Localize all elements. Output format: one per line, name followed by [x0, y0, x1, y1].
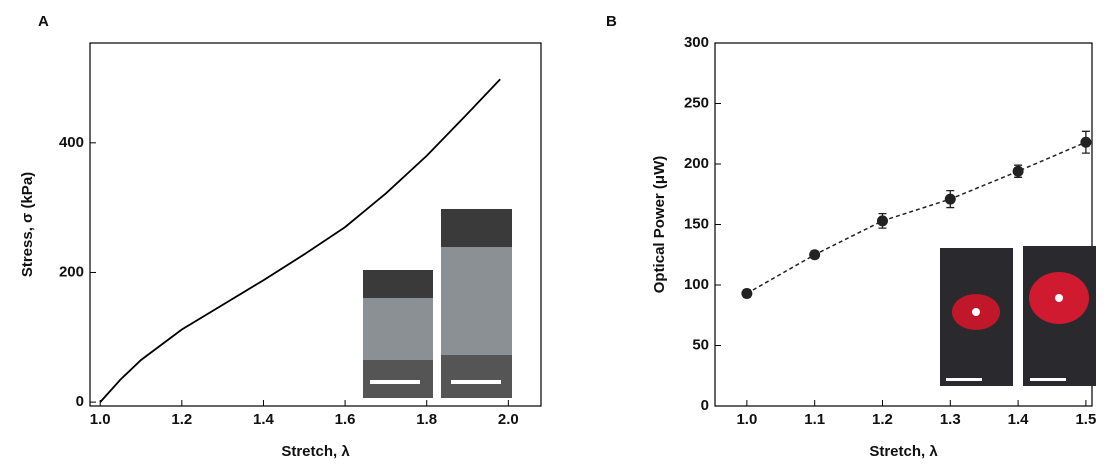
x-tick-label: 1.2 [171, 411, 192, 428]
x-tick-label: 1.0 [90, 411, 111, 428]
data-point [741, 287, 753, 299]
x-tick-label: 2.0 [498, 411, 519, 428]
y-axis-label: Optical Power (μW) [651, 156, 668, 294]
y-tick-label: 400 [59, 134, 84, 151]
y-tick-label: 200 [684, 155, 709, 172]
x-axis-label: Stretch, λ [869, 443, 938, 460]
y-tick-label: 200 [59, 263, 84, 280]
x-tick-label: 1.4 [1008, 411, 1030, 428]
plot-frame [89, 42, 542, 407]
y-tick-label: 150 [684, 215, 709, 232]
x-axis-label: Stretch, λ [281, 443, 350, 460]
data-point [809, 249, 821, 261]
data-point [944, 193, 956, 205]
y-tick-label: 250 [684, 94, 709, 111]
data-line [99, 78, 501, 403]
x-tick-label: 1.1 [804, 411, 825, 428]
y-tick-label: 0 [701, 397, 709, 414]
y-tick-label: 0 [76, 393, 84, 410]
y-tick-label: 100 [684, 276, 709, 293]
x-tick-label: 1.0 [736, 411, 757, 428]
x-tick-label: 1.2 [872, 411, 893, 428]
data-point [1012, 165, 1024, 177]
data-point [1080, 136, 1092, 148]
x-tick-label: 1.8 [416, 411, 437, 428]
x-tick-label: 1.3 [940, 411, 961, 428]
trend-line [746, 141, 1087, 295]
x-tick-label: 1.4 [253, 411, 275, 428]
x-tick-label: 1.5 [1075, 411, 1096, 428]
panel-label: A [38, 13, 49, 30]
data-point [876, 215, 888, 227]
inset-photos-a [363, 209, 512, 398]
y-tick-label: 300 [684, 34, 709, 51]
y-tick-label: 50 [692, 336, 709, 353]
inset-photos-b [940, 246, 1096, 386]
y-axis-label: Stress, σ (kPa) [19, 172, 36, 277]
x-tick-label: 1.6 [335, 411, 356, 428]
panel-label: B [606, 13, 617, 30]
